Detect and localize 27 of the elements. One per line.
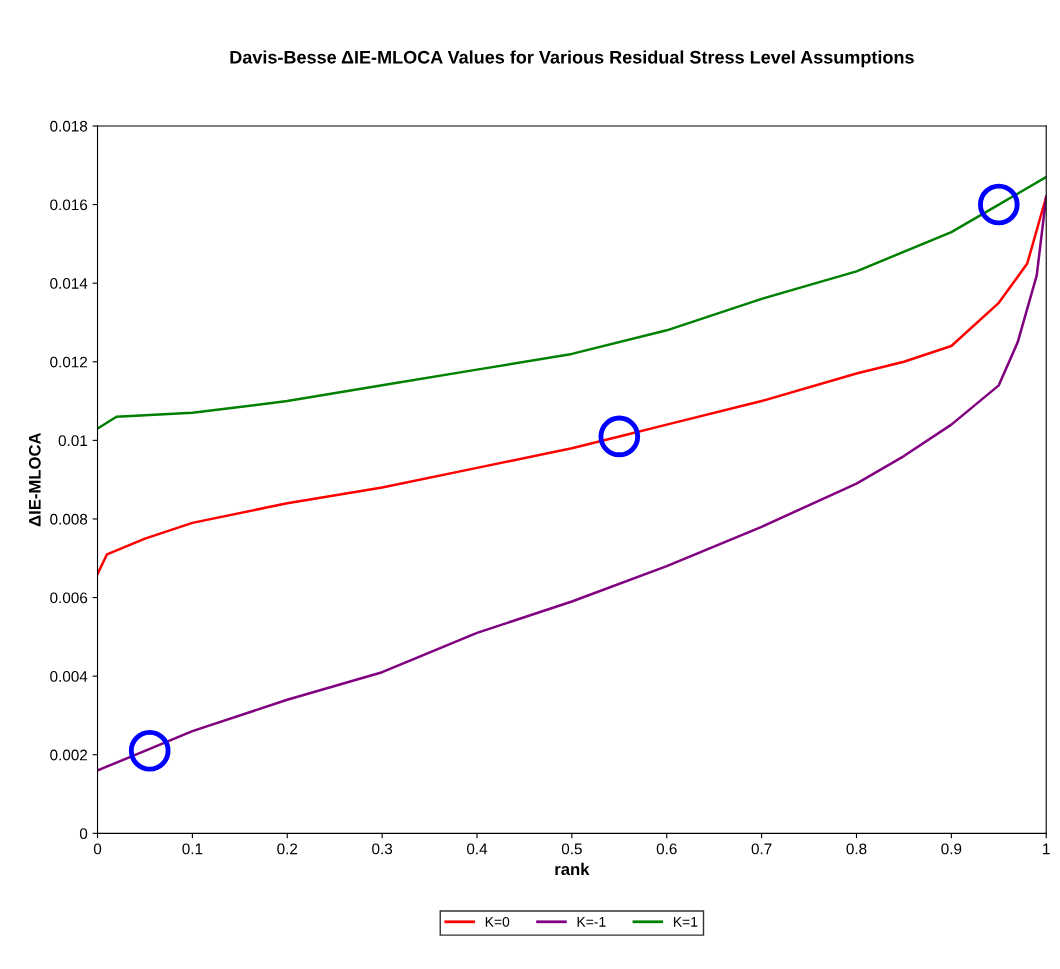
y-tick-label: 0.012 [50, 356, 88, 368]
x-tick-label: 0.4 [466, 843, 488, 855]
y-tick-label: 0.002 [50, 749, 88, 761]
x-tick-label: 0.6 [656, 843, 677, 855]
legend-label: K=1 [673, 917, 698, 927]
y-tick-label: 0.006 [50, 592, 88, 604]
x-tick-label: 0 [93, 843, 102, 855]
y-tick-label: 0.004 [50, 671, 88, 682]
x-tick-label: 0.5 [561, 843, 582, 855]
y-axis-title: ΔIE-MLOCA [28, 432, 41, 527]
x-tick-label: 0.9 [941, 843, 962, 855]
y-tick-label: 0.014 [50, 278, 88, 289]
y-tick-label: 0.018 [50, 120, 88, 132]
y-tick-label: 0.016 [50, 199, 88, 211]
legend-label: K=-1 [577, 917, 606, 927]
x-tick-label: 0.2 [277, 843, 298, 855]
legend-label: K=0 [485, 916, 510, 927]
y-tick-label: 0.008 [50, 513, 88, 525]
x-axis-title: rank [555, 862, 590, 876]
x-tick-label: 0.8 [846, 843, 867, 855]
y-tick-label: 0 [79, 828, 88, 840]
x-tick-label: 1 [1043, 843, 1050, 855]
y-tick-label: 0.01 [58, 435, 88, 447]
x-tick-label: 0.3 [372, 843, 393, 855]
x-tick-label: 0.1 [182, 843, 203, 855]
chart-title: Davis-Besse ΔIE-MLOCA Values for Various Residual Stress Level Assumptions [230, 50, 914, 68]
x-tick-label: 0.7 [751, 843, 772, 855]
